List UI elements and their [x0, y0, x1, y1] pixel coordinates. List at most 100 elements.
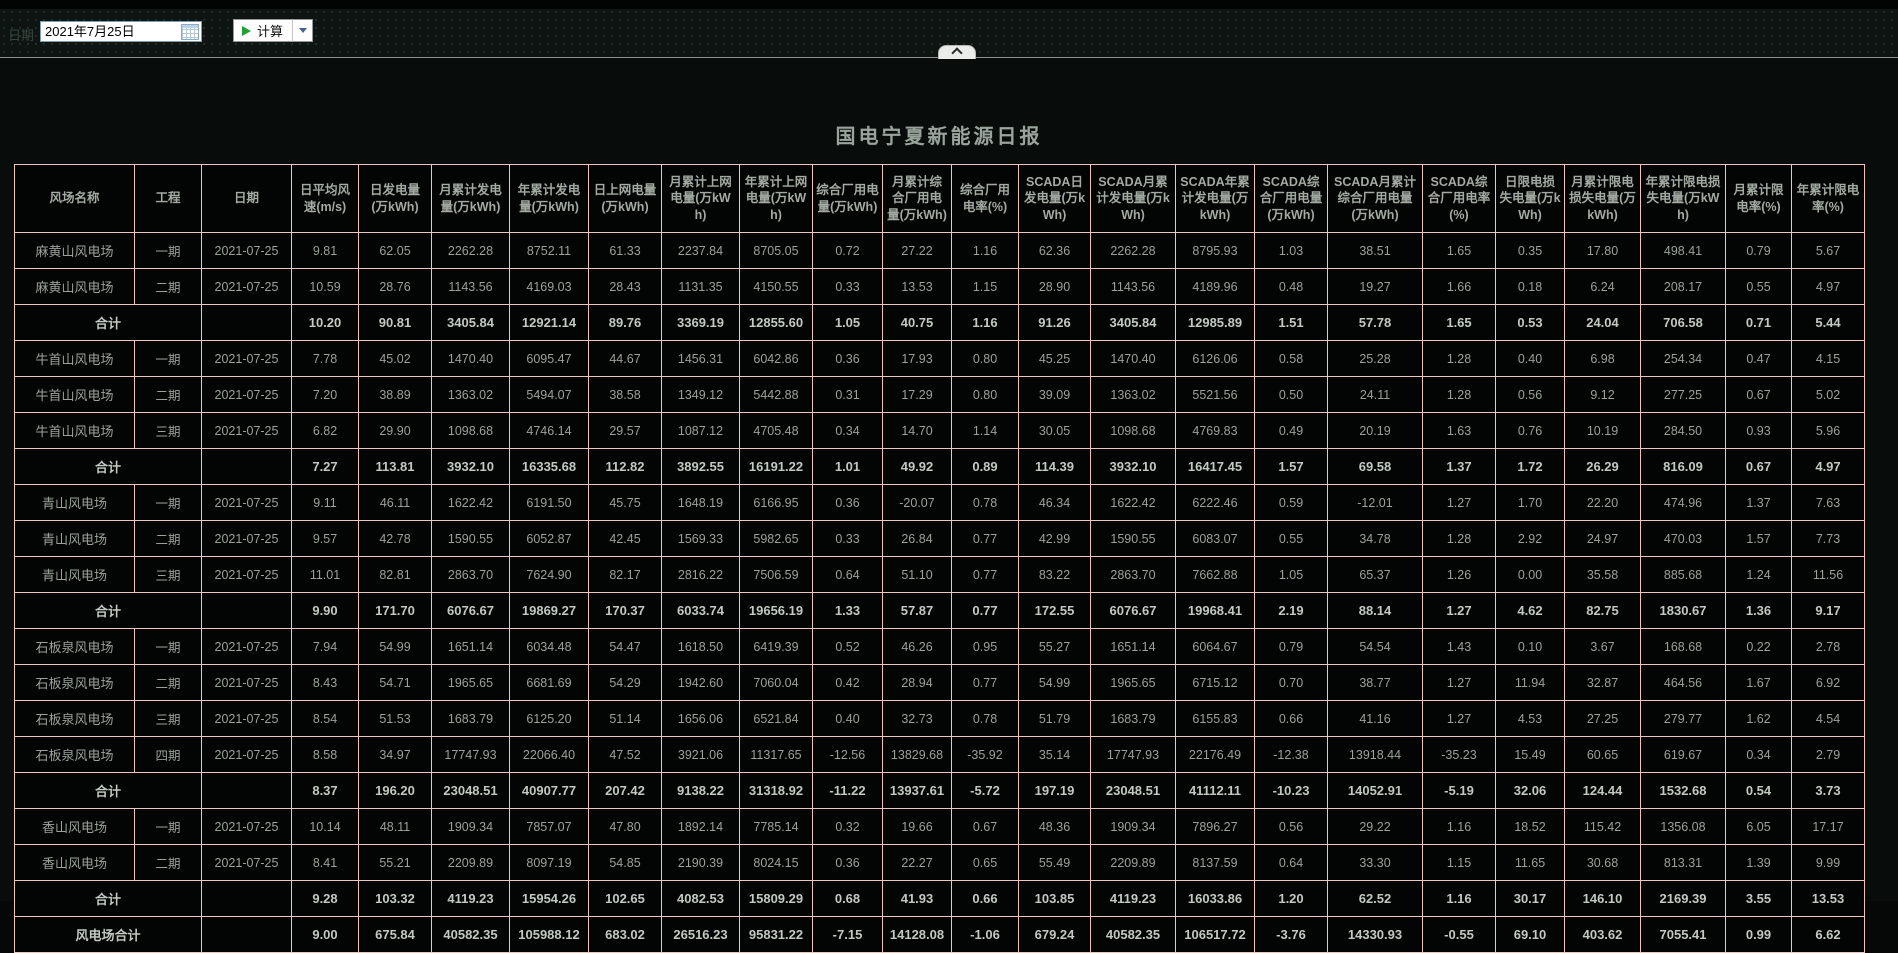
cell-value: 9.90	[291, 592, 359, 629]
cell-value: 1.66	[1422, 268, 1496, 305]
cell-value: 16191.22	[739, 448, 813, 485]
cell-value: 45.25	[1018, 340, 1091, 377]
cell-value: 51.79	[1018, 700, 1091, 737]
cell-value: 6076.67	[1090, 592, 1176, 629]
cell-value: 0.18	[1495, 268, 1565, 305]
cell-date: 2021-07-25	[201, 412, 292, 449]
column-header-14: SCADA日发电量(万kWh)	[1018, 164, 1091, 233]
cell-value: 1.72	[1495, 448, 1565, 485]
cell-value: 7506.59	[739, 556, 813, 593]
cell-value: 62.36	[1018, 232, 1091, 269]
cell-value: 112.82	[588, 448, 662, 485]
cell-value: 6715.12	[1175, 664, 1255, 701]
cell-phase: 一期	[134, 340, 202, 377]
cell-value: 14052.91	[1327, 772, 1423, 809]
cell-value: 6126.06	[1175, 340, 1255, 377]
cell-value: 48.11	[358, 808, 432, 845]
cell-value: 0.32	[812, 808, 883, 845]
cell-value: 7857.07	[509, 808, 589, 845]
cell-value: 40582.35	[1090, 916, 1176, 953]
cell-value: 0.00	[1495, 556, 1565, 593]
collapse-panel-tab[interactable]	[938, 45, 976, 59]
cell-value: 30.05	[1018, 412, 1091, 449]
cell-value: -5.19	[1422, 772, 1496, 809]
cell-value: 41112.11	[1175, 772, 1255, 809]
cell-value: 1.28	[1422, 520, 1496, 557]
cell-farm-name: 麻黄山风电场	[14, 268, 135, 305]
column-header-17: SCADA综合厂用电量(万kWh)	[1254, 164, 1328, 233]
cell-value: 2.19	[1254, 592, 1328, 629]
table-row: 青山风电场 一期 2021-07-25 9.11 46.11 1622.42 6191.50…	[14, 484, 1865, 521]
cell-value: -12.01	[1327, 484, 1423, 521]
cell-value: 51.10	[882, 556, 952, 593]
calculate-button[interactable]: 计算	[233, 19, 294, 42]
cell-value: 2262.28	[1090, 232, 1176, 269]
cell-value: 1.27	[1422, 484, 1496, 521]
cell-value: 60.65	[1564, 736, 1641, 773]
calculate-dropdown-button[interactable]	[293, 19, 314, 42]
subtotal-row: 合计 10.20 90.81 3405.84 12921.14 89.76 3369.19 1…	[14, 304, 1865, 341]
cell-value: 22.27	[882, 844, 952, 881]
subtotal-row: 合计 7.27 113.81 3932.10 16335.68 112.82 3892.55…	[14, 448, 1865, 485]
cell-value: 1.63	[1422, 412, 1496, 449]
cell-value: 91.26	[1018, 304, 1091, 341]
column-header-22: 年累计限电损失电量(万kWh)	[1640, 164, 1726, 233]
cell-value: 1.65	[1422, 232, 1496, 269]
cell-value: 102.65	[588, 880, 662, 917]
cell-value: 0.35	[1495, 232, 1565, 269]
cell-value: 6.24	[1564, 268, 1641, 305]
cell-value: 0.56	[1495, 376, 1565, 413]
cell-total-label: 合计	[14, 304, 202, 341]
cell-value: 57.87	[882, 592, 952, 629]
cell-value: 7.63	[1791, 484, 1865, 521]
cell-value: 0.71	[1725, 304, 1792, 341]
column-header-12: 月累计综合厂用电量(万kWh)	[882, 164, 952, 233]
cell-value: 0.48	[1254, 268, 1328, 305]
cell-date	[201, 592, 292, 629]
cell-value: 0.47	[1725, 340, 1792, 377]
column-header-2: 工程	[134, 164, 202, 233]
cell-value: 6166.95	[739, 484, 813, 521]
cell-value: 0.64	[812, 556, 883, 593]
calendar-icon[interactable]	[181, 23, 199, 40]
date-input[interactable]: 2021年7月25日	[40, 21, 202, 42]
cell-value: 0.68	[812, 880, 883, 917]
cell-value: 31318.92	[739, 772, 813, 809]
cell-value: 1.37	[1725, 484, 1792, 521]
cell-value: 54.99	[358, 628, 432, 665]
cell-value: 0.89	[951, 448, 1019, 485]
cell-value: 7060.04	[739, 664, 813, 701]
cell-value: 2816.22	[661, 556, 740, 593]
cell-value: 8.41	[291, 844, 359, 881]
cell-value: 0.34	[812, 412, 883, 449]
cell-value: 6681.69	[509, 664, 589, 701]
cell-value: 4.54	[1791, 700, 1865, 737]
cell-value: 5.96	[1791, 412, 1865, 449]
cell-value: 69.58	[1327, 448, 1423, 485]
cell-value: 4.15	[1791, 340, 1865, 377]
cell-value: 254.34	[1640, 340, 1726, 377]
cell-date: 2021-07-25	[201, 736, 292, 773]
cell-value: 2.78	[1791, 628, 1865, 665]
cell-value: 5.44	[1791, 304, 1865, 341]
cell-value: 29.90	[358, 412, 432, 449]
cell-value: 9.57	[291, 520, 359, 557]
cell-value: 0.77	[951, 520, 1019, 557]
cell-value: 1098.68	[431, 412, 510, 449]
cell-value: 11.94	[1495, 664, 1565, 701]
subtotal-row: 合计 9.28 103.32 4119.23 15954.26 102.65 4082.53…	[14, 880, 1865, 917]
cell-value: 26.29	[1564, 448, 1641, 485]
cell-value: 3.67	[1564, 628, 1641, 665]
cell-value: 82.75	[1564, 592, 1641, 629]
column-header-15: SCADA月累计发电量(万kWh)	[1090, 164, 1176, 233]
cell-value: 3405.84	[431, 304, 510, 341]
cell-value: 4.53	[1495, 700, 1565, 737]
cell-value: 6191.50	[509, 484, 589, 521]
table-row: 石板泉风电场 三期 2021-07-25 8.54 51.53 1683.79 6125.2…	[14, 700, 1865, 737]
cell-value: 45.75	[588, 484, 662, 521]
cell-value: 6064.67	[1175, 628, 1255, 665]
cell-value: 0.78	[951, 484, 1019, 521]
cell-value: -35.92	[951, 736, 1019, 773]
cell-value: 83.22	[1018, 556, 1091, 593]
cell-value: 46.11	[358, 484, 432, 521]
